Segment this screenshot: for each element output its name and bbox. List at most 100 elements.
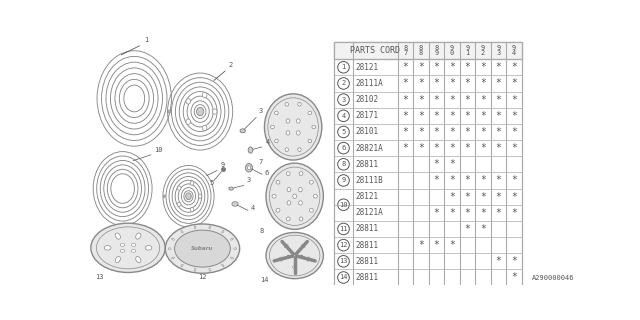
Text: 4: 4 — [250, 205, 255, 211]
Text: 9: 9 — [497, 45, 500, 51]
Text: A290000046: A290000046 — [532, 275, 575, 281]
Ellipse shape — [296, 131, 300, 135]
Text: 2: 2 — [481, 51, 485, 56]
Text: 9: 9 — [450, 45, 454, 51]
Text: 3: 3 — [341, 97, 346, 103]
Text: 13: 13 — [95, 274, 103, 280]
Text: 28121: 28121 — [355, 63, 378, 72]
Ellipse shape — [186, 193, 191, 200]
Text: 14: 14 — [339, 275, 348, 281]
Text: *: * — [449, 78, 455, 88]
Text: *: * — [449, 143, 455, 153]
Text: *: * — [480, 62, 486, 72]
Ellipse shape — [177, 186, 181, 190]
Text: *: * — [465, 192, 470, 202]
Text: *: * — [480, 127, 486, 137]
Text: 9: 9 — [220, 162, 225, 168]
Ellipse shape — [301, 244, 305, 248]
Text: 28811: 28811 — [355, 241, 378, 250]
Ellipse shape — [309, 180, 314, 184]
Ellipse shape — [145, 246, 152, 250]
Ellipse shape — [298, 201, 302, 205]
Text: *: * — [449, 175, 455, 186]
Text: *: * — [480, 111, 486, 121]
Text: 1: 1 — [465, 51, 470, 56]
Ellipse shape — [168, 110, 170, 113]
Text: *: * — [433, 175, 440, 186]
Text: 7: 7 — [259, 159, 262, 165]
Ellipse shape — [186, 99, 191, 104]
Ellipse shape — [266, 232, 323, 279]
Text: *: * — [480, 143, 486, 153]
Ellipse shape — [202, 125, 207, 131]
Text: 5: 5 — [341, 129, 346, 135]
Ellipse shape — [229, 187, 234, 190]
Text: 28821A: 28821A — [355, 144, 383, 153]
Ellipse shape — [248, 147, 253, 153]
Text: *: * — [495, 208, 501, 218]
Text: 28111B: 28111B — [355, 176, 383, 185]
Text: 28811: 28811 — [355, 273, 378, 282]
Text: *: * — [449, 240, 455, 250]
Ellipse shape — [104, 246, 111, 250]
Text: *: * — [465, 95, 470, 105]
Ellipse shape — [271, 125, 275, 129]
Text: *: * — [495, 127, 501, 137]
Text: 8: 8 — [260, 228, 264, 234]
Ellipse shape — [232, 202, 238, 206]
Ellipse shape — [314, 195, 317, 198]
Text: *: * — [433, 208, 440, 218]
Text: *: * — [511, 62, 517, 72]
Ellipse shape — [165, 224, 239, 273]
Ellipse shape — [284, 244, 288, 248]
Ellipse shape — [308, 139, 312, 143]
Text: 28121A: 28121A — [355, 208, 383, 217]
Text: *: * — [465, 78, 470, 88]
Ellipse shape — [172, 238, 174, 240]
Ellipse shape — [91, 223, 165, 273]
Text: *: * — [465, 208, 470, 218]
Text: 0: 0 — [450, 51, 454, 56]
Ellipse shape — [222, 230, 224, 233]
Text: *: * — [465, 143, 470, 153]
Ellipse shape — [309, 208, 314, 212]
Ellipse shape — [209, 226, 211, 229]
Text: 9: 9 — [481, 45, 485, 51]
Text: 13: 13 — [339, 258, 348, 264]
Ellipse shape — [172, 257, 174, 259]
Text: *: * — [480, 208, 486, 218]
Text: 7: 7 — [403, 51, 408, 56]
Text: 3: 3 — [259, 108, 262, 114]
Ellipse shape — [115, 233, 120, 239]
Text: *: * — [495, 256, 501, 266]
Text: 9: 9 — [435, 51, 438, 56]
Text: *: * — [403, 62, 408, 72]
Text: *: * — [465, 127, 470, 137]
Text: *: * — [403, 78, 408, 88]
Text: 2: 2 — [228, 62, 232, 68]
Text: 9: 9 — [512, 45, 516, 51]
Text: *: * — [465, 224, 470, 234]
Ellipse shape — [308, 111, 312, 115]
Text: *: * — [433, 127, 440, 137]
Text: 28811: 28811 — [355, 257, 378, 266]
Ellipse shape — [286, 119, 290, 123]
Ellipse shape — [307, 257, 310, 261]
Text: *: * — [433, 159, 440, 169]
Text: 28101: 28101 — [355, 127, 378, 136]
Text: 5: 5 — [209, 180, 214, 186]
Ellipse shape — [287, 217, 290, 221]
Ellipse shape — [272, 195, 276, 198]
Ellipse shape — [177, 202, 181, 206]
Ellipse shape — [298, 102, 301, 106]
Text: 10: 10 — [339, 202, 348, 208]
Text: 8: 8 — [435, 45, 438, 51]
Text: 3: 3 — [497, 51, 500, 56]
Ellipse shape — [209, 268, 211, 271]
Text: *: * — [495, 95, 501, 105]
Text: *: * — [418, 143, 424, 153]
Ellipse shape — [285, 102, 289, 106]
Ellipse shape — [287, 201, 291, 205]
Ellipse shape — [222, 264, 224, 267]
Text: *: * — [403, 95, 408, 105]
